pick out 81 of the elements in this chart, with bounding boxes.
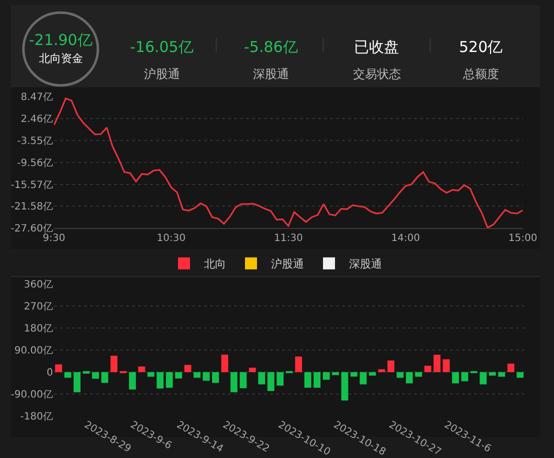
text: -5.86亿 [244, 38, 298, 56]
bar [267, 372, 274, 391]
bar [240, 372, 247, 388]
legend-label: 深股通 [349, 258, 382, 271]
bar [304, 372, 312, 388]
bar [350, 372, 358, 377]
bar [74, 372, 81, 392]
y-tick-label: 90.00亿 [14, 346, 53, 357]
bar [184, 364, 192, 372]
x-tick-label: 9:30 [42, 233, 66, 244]
bar [442, 359, 450, 372]
x-tick-label: 10:30 [156, 233, 186, 244]
bar [415, 372, 422, 377]
bar [64, 372, 72, 378]
bar [507, 364, 514, 372]
text: 沪股通 [144, 67, 180, 81]
y-tick-label: -15.57亿 [10, 180, 53, 191]
bar [424, 366, 432, 372]
bar [221, 354, 228, 372]
bar [332, 372, 339, 376]
x-tick-label: 14:00 [391, 233, 420, 244]
bar [212, 372, 219, 383]
bar [82, 371, 90, 374]
y-tick-label: 180亿 [24, 324, 53, 335]
bar [101, 372, 108, 383]
bar [368, 372, 376, 376]
bar [387, 360, 394, 372]
bar [202, 372, 210, 381]
text: 520亿 [459, 38, 503, 56]
bar [434, 354, 440, 372]
bar [452, 372, 459, 384]
bar [488, 372, 496, 376]
text: 已收盘 [354, 38, 399, 56]
bar [461, 372, 468, 382]
legend-label: 沪股通 [271, 258, 304, 271]
bar [175, 372, 182, 379]
x-tick-label: 11:30 [274, 233, 303, 244]
y-tick-label: 2.46亿 [20, 114, 53, 126]
y-tick-label: 0 [46, 368, 53, 379]
bar [480, 372, 487, 384]
bar [258, 372, 266, 384]
bar [147, 372, 154, 377]
bar [55, 364, 62, 372]
text: 深股通 [253, 67, 289, 81]
y-tick-label: -21.58亿 [10, 202, 53, 213]
bar [194, 372, 200, 378]
bar [360, 372, 367, 384]
y-tick-label: -9.56亿 [17, 158, 53, 169]
y-tick-label: 270亿 [24, 302, 53, 313]
bar [110, 356, 118, 372]
bar [138, 366, 146, 372]
y-tick-label: -180亿 [20, 412, 53, 423]
bar [276, 372, 284, 386]
y-tick-label: -3.55亿 [17, 136, 53, 147]
text: -16.05亿 [130, 38, 194, 56]
bar [248, 368, 256, 372]
bar [341, 372, 348, 401]
text: 总额度 [462, 67, 499, 81]
bar [396, 372, 404, 378]
x-tick-label: 15:00 [508, 233, 538, 244]
bar [322, 372, 330, 380]
text: 交易状态 [353, 67, 401, 81]
bar [166, 372, 173, 388]
bar [92, 372, 99, 379]
bar [230, 372, 238, 392]
bar [406, 372, 413, 384]
y-tick-label: 360亿 [24, 280, 53, 291]
bar [516, 372, 524, 378]
y-tick-label: -90.00亿 [10, 390, 53, 401]
legend-label: 北向 [204, 258, 226, 271]
y-tick-label: 8.47亿 [20, 92, 53, 104]
bar [314, 372, 320, 388]
bar [295, 356, 302, 372]
y-tick-label: -27.60亿 [10, 224, 53, 235]
bar [156, 372, 164, 389]
text: 北向资金 [39, 52, 83, 65]
bar [128, 372, 136, 390]
line-series [54, 98, 523, 228]
bar [498, 372, 506, 377]
bar [378, 369, 386, 372]
text: -21.90亿 [29, 31, 92, 49]
